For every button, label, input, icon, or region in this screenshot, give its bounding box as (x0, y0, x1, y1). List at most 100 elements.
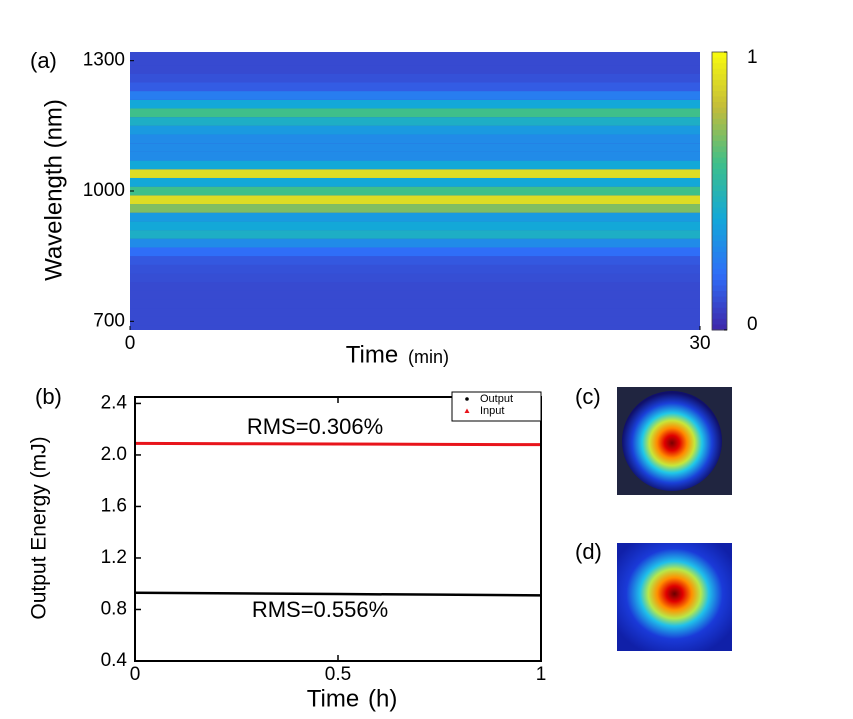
heat-cell (130, 169, 700, 178)
colorbar-cell (712, 257, 727, 264)
heat-cell (130, 117, 700, 126)
y-axis-label: Output Energy (mJ) (28, 436, 51, 619)
y-tick-label: 1.6 (101, 495, 127, 516)
colorbar-cell (712, 102, 727, 109)
heat-cell (130, 204, 700, 213)
heat-cell (130, 325, 700, 330)
heat-cell (130, 65, 700, 74)
series-line (134, 591, 542, 597)
heat-cell (130, 151, 700, 161)
colorbar-cell (712, 285, 727, 292)
panel-label: (a) (30, 48, 57, 73)
x-axis-unit: (h) (368, 685, 397, 712)
colorbar-cell (712, 174, 727, 181)
colorbar-cell (712, 291, 727, 298)
colorbar-cell (712, 129, 727, 136)
colorbar-cell (712, 224, 727, 231)
heat-cell (130, 247, 700, 257)
heat-cell (130, 264, 700, 274)
colorbar-cell (712, 324, 727, 331)
heat-cell (130, 177, 700, 187)
colorbar-cell (712, 113, 727, 120)
beam-image (617, 543, 732, 651)
colorbar-cell (712, 279, 727, 287)
colorbar-cell (712, 52, 727, 59)
heat-cell (130, 108, 700, 118)
colorbar-cell (712, 90, 727, 97)
heat-cell (130, 91, 700, 100)
colorbar-cell (712, 179, 727, 186)
heat-cell (130, 290, 700, 300)
colorbar-cell (712, 146, 727, 153)
legend-label: Output (480, 393, 513, 405)
heat-cell (130, 125, 700, 135)
colorbar-cell (712, 218, 727, 225)
colorbar-cell (712, 252, 727, 259)
colorbar-cell (712, 157, 727, 164)
heat-cell (130, 238, 700, 248)
colorbar-cell (712, 118, 727, 125)
colorbar-cell (712, 152, 727, 159)
y-tick-label: 1.2 (101, 547, 127, 568)
colorbar-cell (712, 185, 727, 192)
x-axis-label: Time (346, 341, 398, 368)
colorbar-cell (712, 229, 727, 236)
heat-cell (130, 282, 700, 291)
panel-label: (d) (575, 539, 602, 564)
series-line (134, 441, 542, 447)
heat-cell (130, 56, 700, 66)
annotation: RMS=0.306% (247, 414, 383, 439)
colorbar-frame (711, 51, 728, 331)
x-axis-label: Time (307, 685, 359, 712)
y-axis-label: Wavelength (nm) (40, 99, 67, 281)
colorbar-cell (712, 63, 727, 70)
heat-cell (130, 134, 700, 144)
heat-cell (130, 186, 700, 196)
y-tick-label: 1300 (83, 50, 125, 71)
heat-cell (130, 230, 700, 239)
colorbar-cell (712, 68, 727, 75)
colorbar-cell (712, 135, 727, 142)
heat-cell (130, 212, 700, 222)
heat-cell (130, 299, 700, 309)
heat-cell (130, 221, 700, 231)
colorbar-cell (712, 268, 727, 275)
heat-cell (130, 73, 700, 83)
beam-image (622, 391, 722, 491)
heat-cell (130, 316, 700, 326)
heat-cell (130, 308, 700, 317)
colorbar-cell (712, 74, 727, 81)
x-tick-label: 1 (536, 664, 547, 685)
y-tick-label: 2.0 (101, 444, 127, 465)
colorbar-cell (712, 107, 727, 114)
colorbar-cell (712, 296, 727, 303)
x-tick-label: 0 (125, 333, 136, 354)
colorbar-cell (712, 57, 727, 64)
x-tick-label: 0.5 (325, 664, 351, 685)
panel-label: (b) (35, 384, 62, 409)
colorbar-cell (712, 96, 727, 103)
legend-marker (464, 408, 470, 413)
colorbar-cell (712, 191, 727, 198)
legend-marker (465, 397, 469, 401)
colorbar-cell (712, 196, 727, 203)
colorbar-cell (712, 213, 727, 220)
heat-cell (130, 195, 700, 205)
colorbar-cell (712, 124, 727, 131)
x-tick-label: 0 (130, 664, 141, 685)
colorbar-cell (712, 79, 727, 86)
y-tick-label: 0.4 (101, 650, 128, 671)
colorbar-cell (712, 85, 727, 92)
annotation: RMS=0.556% (252, 597, 388, 622)
y-tick-label: 0.8 (101, 599, 127, 620)
colorbar-cell (712, 207, 727, 214)
colorbar-cell (712, 307, 727, 314)
plot-frame (134, 396, 542, 662)
x-tick-label: 30 (689, 333, 710, 354)
heat-cell (130, 52, 700, 57)
colorbar-cell (712, 140, 727, 148)
y-tick-label: 2.4 (101, 392, 128, 413)
heat-cell (130, 99, 700, 109)
heat-cell (130, 256, 700, 265)
